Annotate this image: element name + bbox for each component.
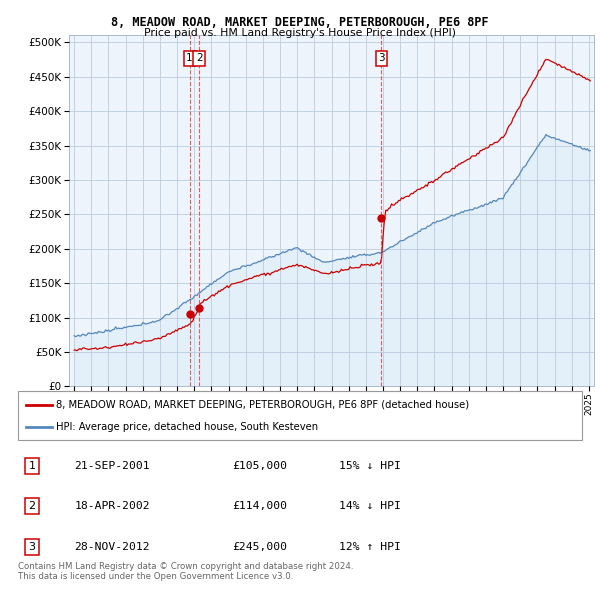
Text: 8, MEADOW ROAD, MARKET DEEPING, PETERBOROUGH, PE6 8PF (detached house): 8, MEADOW ROAD, MARKET DEEPING, PETERBOR… [56,399,469,409]
Text: 21-SEP-2001: 21-SEP-2001 [74,461,150,471]
Text: 18-APR-2002: 18-APR-2002 [74,501,150,511]
Text: 3: 3 [29,542,35,552]
Text: 28-NOV-2012: 28-NOV-2012 [74,542,150,552]
Text: 3: 3 [378,53,385,63]
Text: 14% ↓ HPI: 14% ↓ HPI [340,501,401,511]
Text: £114,000: £114,000 [232,501,287,511]
Text: £245,000: £245,000 [232,542,287,552]
Text: 2: 2 [196,53,203,63]
Text: 8, MEADOW ROAD, MARKET DEEPING, PETERBOROUGH, PE6 8PF: 8, MEADOW ROAD, MARKET DEEPING, PETERBOR… [111,16,489,29]
Text: HPI: Average price, detached house, South Kesteven: HPI: Average price, detached house, Sout… [56,422,319,432]
Text: Price paid vs. HM Land Registry's House Price Index (HPI): Price paid vs. HM Land Registry's House … [144,28,456,38]
Text: 12% ↑ HPI: 12% ↑ HPI [340,542,401,552]
Text: 1: 1 [187,53,193,63]
Text: 2: 2 [29,501,35,511]
Text: £105,000: £105,000 [232,461,287,471]
Text: Contains HM Land Registry data © Crown copyright and database right 2024.
This d: Contains HM Land Registry data © Crown c… [18,562,353,581]
Text: 15% ↓ HPI: 15% ↓ HPI [340,461,401,471]
Text: 1: 1 [29,461,35,471]
FancyBboxPatch shape [18,391,582,440]
